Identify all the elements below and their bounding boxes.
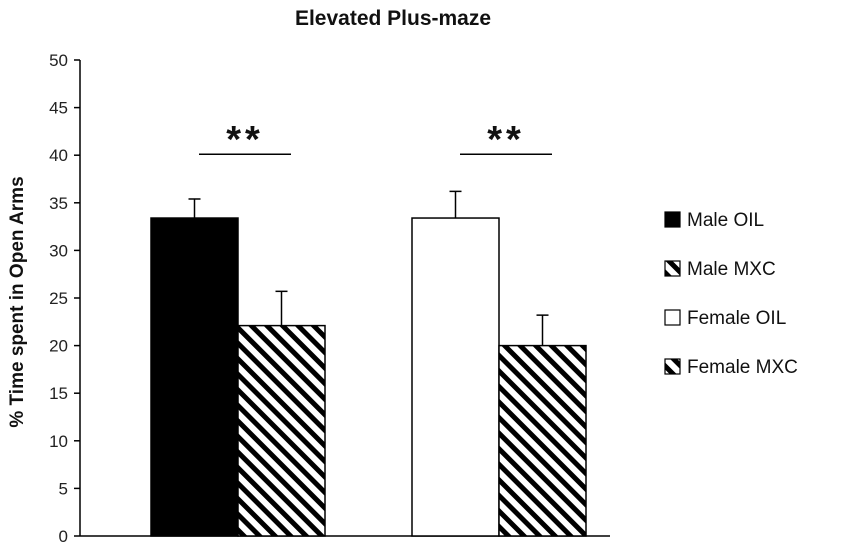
y-tick-label: 50 [49,51,68,70]
chart-title: Elevated Plus-maze [295,7,491,30]
legend-label: Male OIL [687,210,764,231]
bar-male-oil [150,217,239,537]
y-tick-label: 5 [59,479,68,498]
y-tick-label: 45 [49,99,68,118]
bar-female-oil [411,217,500,537]
legend-label: Female OIL [687,308,786,329]
legend-swatch [664,260,681,277]
legend-label: Male MXC [687,259,776,280]
y-tick-label: 0 [59,527,68,546]
y-ticks: 0 5 10 15 20 25 30 35 40 45 50 [49,51,80,546]
y-tick-label: 25 [49,289,68,308]
significance-label: ** [226,119,264,161]
y-tick-label: 30 [49,241,68,260]
significance-markers: ** ** [199,119,552,161]
legend-swatch [664,309,681,326]
bars [150,190,587,537]
bar-male-mxc [237,324,326,537]
legend-swatch [664,358,681,375]
bar-female-mxc [498,344,587,537]
legend-swatch [664,211,681,228]
significance-label: ** [487,119,525,161]
y-tick-label: 40 [49,146,68,165]
y-tick-label: 10 [49,432,68,451]
legend-label: Female MXC [687,357,798,378]
legend: Male OIL Male MXC Female OIL Female MXC [664,210,798,378]
y-tick-label: 20 [49,337,68,356]
y-tick-label: 15 [49,384,68,403]
y-tick-label: 35 [49,194,68,213]
y-axis-label: % Time spent in Open Arms [7,176,28,427]
